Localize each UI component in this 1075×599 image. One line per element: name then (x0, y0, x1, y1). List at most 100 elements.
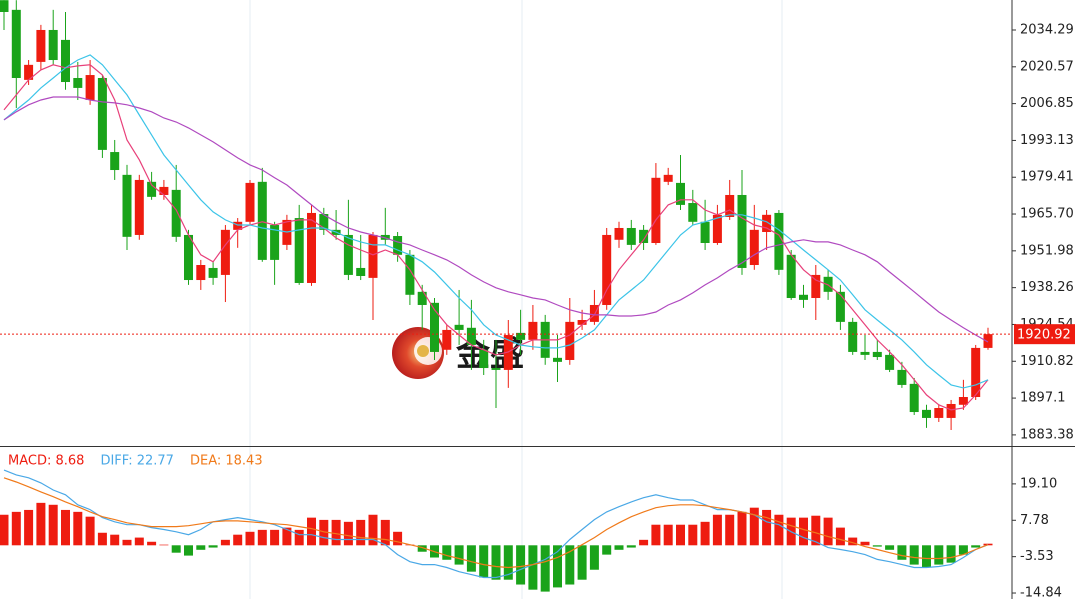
candle-body (307, 212, 316, 283)
y-tick-label: 1951.98 (1020, 243, 1074, 258)
candle-body (270, 225, 280, 260)
y-tick-label: 2020.57 (1020, 59, 1074, 74)
macd-bar (0, 514, 9, 546)
candle-body (835, 291, 845, 322)
y-tick-label: 1910.82 (1020, 354, 1074, 369)
candle-body (885, 354, 895, 370)
macd-bar (442, 545, 452, 560)
macd-bar (614, 545, 624, 550)
candle-body (134, 179, 144, 235)
last-price-tag (1014, 324, 1075, 345)
y-tick-label: 1979.41 (1020, 170, 1074, 185)
macd-bar (73, 511, 83, 546)
macd-bar (835, 527, 845, 546)
macd-bar (737, 511, 747, 546)
macd-bar (885, 545, 895, 550)
macd-bar (749, 507, 759, 546)
candle-body (946, 403, 956, 418)
macd-bar (417, 545, 427, 552)
y-tick-label: 7.78 (1020, 513, 1049, 528)
candle-body (220, 229, 230, 275)
macd-bar (356, 519, 366, 546)
macd-bar (208, 545, 218, 548)
ma-line (3, 64, 989, 411)
macd-bar (282, 527, 292, 546)
macd-bar (971, 545, 981, 548)
y-tick-label: 1883.38 (1020, 427, 1074, 442)
candle-body (147, 181, 157, 197)
macd-bar (540, 545, 550, 592)
candle-body (85, 75, 95, 100)
y-tick-label: 1938.26 (1020, 280, 1074, 295)
macd-bar (799, 517, 808, 546)
candle-body (626, 227, 636, 245)
ma-line (3, 54, 989, 389)
candle-body (184, 234, 193, 281)
candle-body (24, 64, 34, 80)
candle-body (516, 332, 526, 340)
macd-bar (663, 524, 673, 546)
candle-body (97, 77, 107, 150)
candle-body (442, 329, 452, 350)
macd-bar (380, 519, 390, 546)
candle-body (196, 265, 206, 281)
candle-body (565, 321, 575, 360)
macd-bar (762, 509, 772, 546)
macd-bar (712, 514, 722, 546)
y-tick-label: 2034.29 (1020, 22, 1074, 37)
y-tick-label: 19.10 (1020, 476, 1057, 491)
macd-bar (454, 545, 464, 565)
candle-body (319, 214, 329, 230)
candle-body (159, 186, 169, 195)
ma-line (3, 96, 989, 343)
macd-bar (503, 545, 513, 580)
macd-bar (393, 531, 403, 546)
candle-body (122, 174, 132, 237)
legend-entry: MACD: 8.68 (8, 454, 84, 469)
candle-body (676, 182, 685, 205)
macd-bar (651, 524, 661, 546)
logo (417, 345, 429, 357)
candle-body (294, 218, 304, 283)
candle-body (553, 357, 562, 362)
macd-bar (331, 519, 341, 546)
legend-entry: DEA: 18.43 (190, 454, 263, 469)
marks-layer (0, 0, 1012, 592)
macd-bar (307, 517, 316, 546)
candle-body (958, 397, 968, 405)
macd-bar (122, 539, 132, 546)
macd-bar (577, 545, 587, 580)
macd-bar (270, 529, 280, 546)
macd-bar (48, 504, 58, 546)
candle-body (577, 320, 587, 325)
macd-bar (553, 545, 562, 588)
macd-bar (565, 545, 575, 585)
y-tick-label: -3.53 (1020, 549, 1054, 564)
candle-body (639, 229, 649, 244)
y-tick-label: 1993.13 (1020, 133, 1074, 148)
macd-bar (97, 532, 107, 546)
macd-line (3, 477, 989, 569)
candle-body (700, 221, 710, 244)
candle-body (257, 181, 267, 260)
macd-bar (516, 545, 526, 585)
macd-bar (823, 517, 833, 546)
candle-body (860, 351, 870, 355)
candle-body (110, 152, 120, 171)
candle-body (417, 291, 427, 305)
macd-bar (36, 502, 46, 546)
y-tick-label: 2006.85 (1020, 96, 1074, 111)
y-tick-label: 1965.70 (1020, 207, 1074, 222)
macd-bar (602, 545, 612, 555)
candle-body (688, 203, 698, 222)
candle-body (983, 334, 993, 348)
candle-body (614, 227, 624, 240)
candle-body (971, 347, 981, 398)
candle-body (922, 409, 931, 418)
macd-bar (147, 541, 157, 546)
candle-body (774, 212, 784, 270)
candle-body (712, 214, 722, 244)
candle-body (897, 369, 907, 385)
